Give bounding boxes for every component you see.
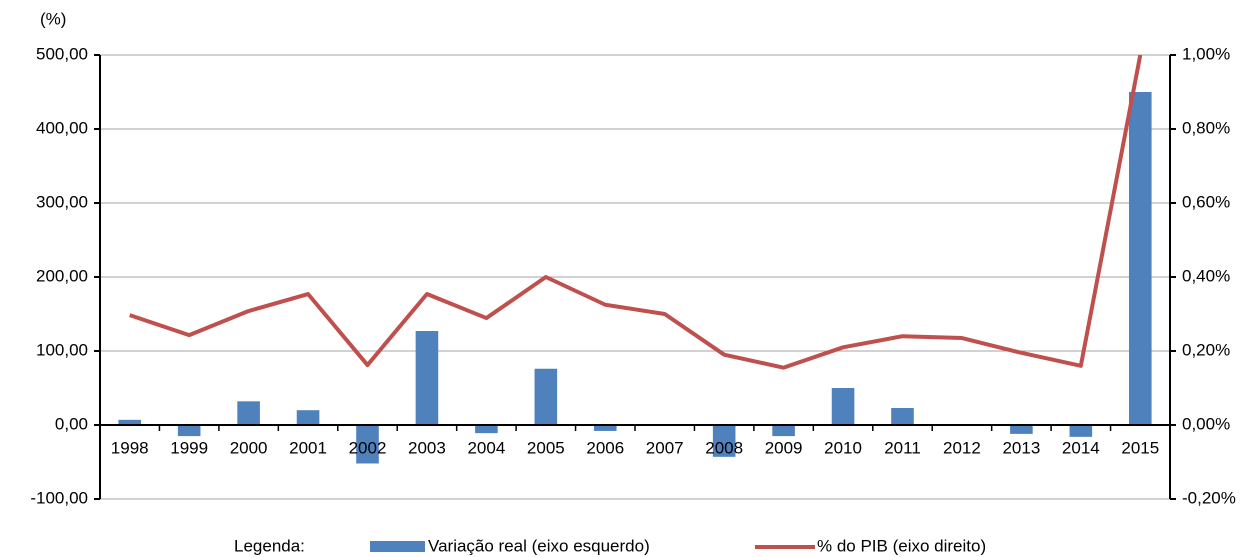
x-tick-label: 2011 bbox=[884, 438, 921, 457]
bar bbox=[415, 331, 439, 425]
x-tick-label: 2007 bbox=[646, 438, 684, 457]
x-tick-label: 1998 bbox=[111, 438, 149, 457]
x-tick-label: 2013 bbox=[1002, 438, 1040, 457]
y-tick-label: 200,00 bbox=[36, 266, 88, 285]
bar bbox=[237, 401, 260, 425]
x-tick-label: 2009 bbox=[765, 438, 803, 457]
legend-title: Legenda: bbox=[234, 536, 305, 555]
y2-tick-label: 1,00% bbox=[1182, 44, 1230, 63]
legend-label: % do PIB (eixo direito) bbox=[817, 536, 986, 555]
x-tick-label: 2006 bbox=[586, 438, 624, 457]
line bbox=[129, 54, 1143, 370]
bar bbox=[177, 425, 201, 437]
y2-tick-label: 0,00% bbox=[1182, 414, 1230, 433]
bar bbox=[891, 407, 914, 425]
y-tick-label: 100,00 bbox=[36, 340, 88, 359]
legend-label: Variação real (eixo esquerdo) bbox=[428, 536, 650, 555]
bar bbox=[1010, 425, 1033, 434]
y2-tick-label: -0,20% bbox=[1182, 488, 1236, 507]
y2-tick-label: 0,40% bbox=[1182, 266, 1230, 285]
legend-swatch bbox=[370, 541, 425, 552]
x-tick-label: 2014 bbox=[1062, 438, 1100, 457]
x-tick-label: 2004 bbox=[467, 438, 505, 457]
bar bbox=[593, 425, 617, 431]
bar bbox=[534, 368, 558, 425]
y-tick-label: -100,00 bbox=[30, 488, 88, 507]
y2-tick-label: 0,20% bbox=[1182, 340, 1230, 359]
x-tick-label: 2008 bbox=[705, 438, 743, 457]
bar bbox=[772, 425, 795, 437]
y-tick-label: 300,00 bbox=[36, 192, 88, 211]
x-tick-label: 2002 bbox=[349, 438, 387, 457]
bar bbox=[475, 425, 498, 434]
bar bbox=[118, 419, 142, 425]
bar bbox=[1069, 425, 1093, 437]
y2-tick-label: 0,80% bbox=[1182, 118, 1230, 137]
y-tick-label: 500,00 bbox=[36, 44, 88, 63]
x-tick-label: 2005 bbox=[527, 438, 565, 457]
y2-tick-label: 0,60% bbox=[1182, 192, 1230, 211]
x-tick-label: 2003 bbox=[408, 438, 446, 457]
y-tick-label: 0,00 bbox=[55, 414, 88, 433]
x-tick-label: 2015 bbox=[1121, 438, 1159, 457]
bar bbox=[831, 388, 855, 425]
x-tick-label: 1999 bbox=[170, 438, 208, 457]
x-tick-label: 2000 bbox=[230, 438, 268, 457]
x-tick-label: 2001 bbox=[289, 438, 327, 457]
x-tick-label: 2010 bbox=[824, 438, 862, 457]
bar bbox=[296, 410, 320, 425]
y-tick-label: 400,00 bbox=[36, 118, 88, 137]
x-tick-label: 2012 bbox=[943, 438, 981, 457]
bar bbox=[356, 425, 379, 464]
bar bbox=[1128, 92, 1152, 425]
bar bbox=[712, 425, 736, 457]
y-axis-label: (%) bbox=[40, 9, 66, 28]
